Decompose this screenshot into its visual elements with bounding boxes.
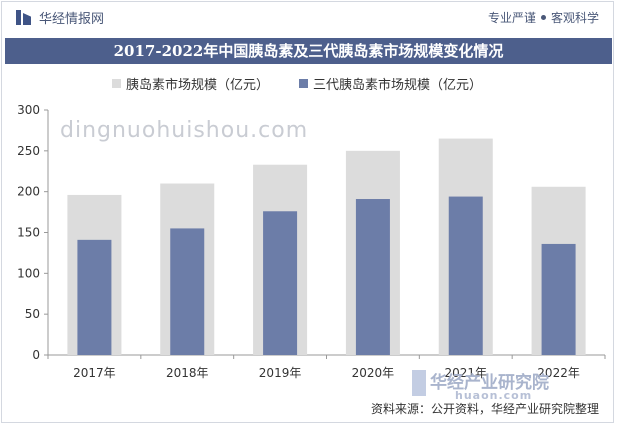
x-tick-label: 2019年 <box>259 366 302 380</box>
logo-watermark-url: huaon.com <box>455 389 533 402</box>
y-tick-label: 50 <box>25 307 40 321</box>
slogan-left: 专业严谨 <box>487 11 536 25</box>
legend-label-insulin: 胰岛素市场规模（亿元） <box>126 78 270 93</box>
bar-third-gen-insulin <box>77 239 112 355</box>
y-tick-label: 100 <box>17 266 40 280</box>
y-tick-label: 150 <box>17 226 40 240</box>
legend: 胰岛素市场规模（亿元） 三代胰岛素市场规模（亿元） <box>112 74 512 93</box>
legend-swatch-insulin <box>112 79 121 88</box>
x-tick-label: 2018年 <box>166 366 209 380</box>
bar-third-gen-insulin <box>170 228 205 355</box>
brand-name: 华经情报网 <box>39 12 105 27</box>
brand: 华经情报网 <box>16 8 104 27</box>
site-watermark: dingnuohuishou.com <box>60 118 309 143</box>
logo-watermark-text: 华经产业研究院 <box>430 373 549 393</box>
top-bar: 华经情报网 专业严谨 客观科学 <box>0 0 617 36</box>
x-tick-label: 2021年 <box>444 366 487 380</box>
y-tick-label: 300 <box>17 103 40 117</box>
slogan: 专业严谨 客观科学 <box>488 9 599 26</box>
y-tick-label: 200 <box>17 185 40 199</box>
slogan-right: 客观科学 <box>550 11 599 25</box>
chart-title: 2017-2022年中国胰岛素及三代胰岛素市场规模变化情况 <box>113 42 504 60</box>
title-bar: 2017-2022年中国胰岛素及三代胰岛素市场规模变化情况 <box>5 38 612 64</box>
source-note: 资料来源：公开资料，华经产业研究院整理 <box>370 402 599 416</box>
bullet-dot-icon <box>540 15 546 20</box>
bar-third-gen-insulin <box>263 211 298 355</box>
bar-third-gen-insulin <box>541 243 576 355</box>
legend-swatch-third-gen <box>299 79 309 88</box>
legend-item-insulin: 胰岛素市场规模（亿元） <box>112 74 269 93</box>
logo-watermark-icon <box>412 370 426 396</box>
x-tick-label: 2020年 <box>352 366 395 380</box>
x-tick-label: 2022年 <box>537 366 580 380</box>
y-tick-label: 0 <box>32 348 40 362</box>
bar-third-gen-insulin <box>355 199 390 355</box>
legend-label-third-gen: 三代胰岛素市场规模（亿元） <box>313 78 483 93</box>
x-tick-label: 2017年 <box>73 366 116 380</box>
y-tick-label: 250 <box>17 144 40 158</box>
legend-item-third-gen: 三代胰岛素市场规模（亿元） <box>299 74 482 93</box>
brand-logo-icon <box>16 10 31 25</box>
bar-third-gen-insulin <box>448 196 483 355</box>
